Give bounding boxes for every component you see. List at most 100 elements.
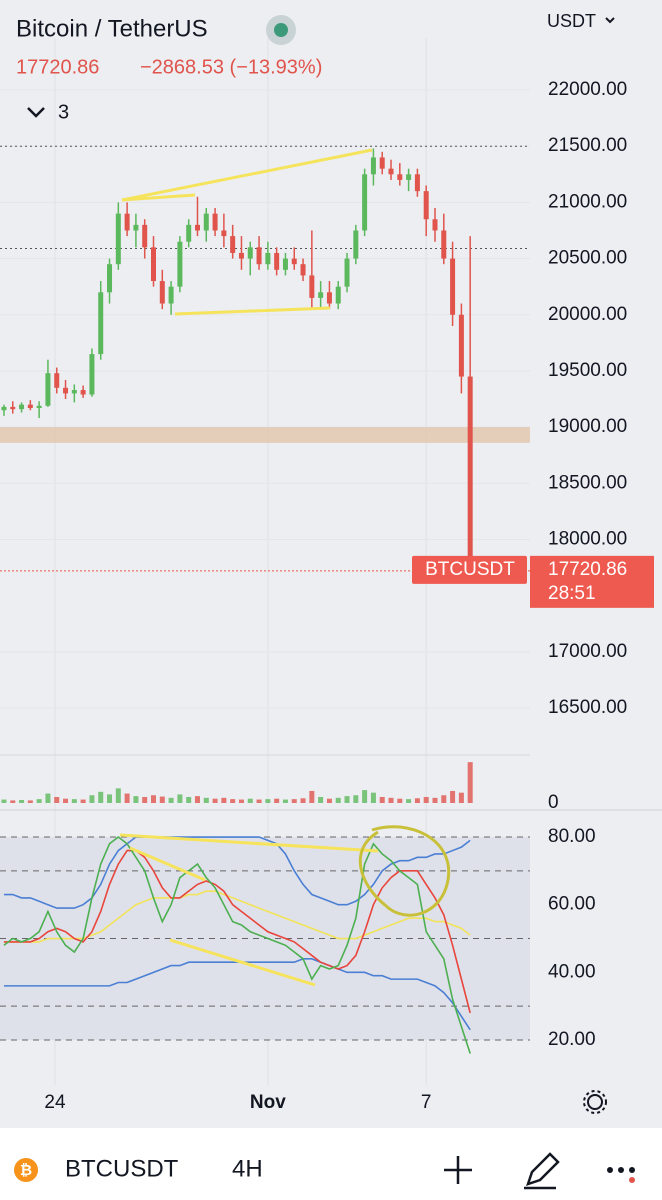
notification-dot <box>629 1177 635 1183</box>
volume-bar <box>1 799 7 803</box>
volume-bar <box>203 797 209 803</box>
volume-bar <box>458 792 464 803</box>
candle-body <box>63 387 69 394</box>
volume-bar <box>467 762 473 803</box>
candle-body <box>265 252 271 265</box>
volume-bar <box>89 795 95 803</box>
volume-bar <box>256 799 262 803</box>
indicator-count[interactable]: 3 <box>58 101 69 123</box>
candle-body <box>458 314 464 377</box>
volume-bar <box>300 798 306 803</box>
candle-body <box>450 258 456 315</box>
candle-body <box>335 286 341 304</box>
candle-body <box>370 157 376 175</box>
candle-body <box>203 213 209 231</box>
volume-bar <box>107 794 113 803</box>
coin-icon <box>14 1158 38 1182</box>
volume-bar <box>370 792 376 803</box>
coin-glyph: ₿ <box>20 1162 32 1179</box>
circle-drawing <box>358 825 451 917</box>
volume-bar <box>63 798 69 803</box>
volume-bar <box>423 796 429 803</box>
y-tick-label: 20000.00 <box>548 304 627 325</box>
candle-body <box>115 213 121 265</box>
rsi-tick-label: 40.00 <box>548 961 596 982</box>
candle-body <box>300 264 306 276</box>
candle-body <box>133 224 139 231</box>
volume-bar <box>54 796 60 803</box>
candle-body <box>353 230 359 259</box>
gear <box>587 1094 603 1110</box>
settings-icon[interactable] <box>583 1090 607 1114</box>
drawings <box>119 148 451 987</box>
volume-bar <box>379 796 385 803</box>
candle-body <box>89 354 95 395</box>
y-tick-label: 20500.00 <box>548 248 627 269</box>
candle-body <box>282 258 288 270</box>
volume-bar <box>406 799 412 803</box>
rsi-line <box>3 890 471 943</box>
candle-body <box>159 281 165 304</box>
trend-line <box>119 833 379 853</box>
more-button[interactable] <box>607 1167 635 1183</box>
toolbar-symbol[interactable]: BTCUSDT <box>65 1155 179 1182</box>
volume-bar <box>344 796 350 803</box>
candle-body <box>423 191 429 220</box>
candle-body <box>379 157 385 169</box>
volume-bar <box>142 796 148 803</box>
y-tick-label: 18000.00 <box>548 528 627 549</box>
candle-body <box>388 168 394 175</box>
volume-bar <box>45 793 51 803</box>
volume-bar <box>186 796 192 803</box>
candle-body <box>414 174 420 192</box>
volume-bar <box>194 796 200 803</box>
candle-body <box>212 213 218 231</box>
currency-select[interactable]: USDT <box>547 11 596 31</box>
chart: 24 Nov 7 16500.00 17000.00 18000.00 18500.00 19… <box>0 38 654 1113</box>
candle-body <box>1 406 7 411</box>
volume-bar <box>80 799 86 803</box>
price-tag <box>530 555 654 608</box>
volume-bar <box>27 800 33 803</box>
candle-body <box>186 224 192 242</box>
candle-body <box>177 241 183 287</box>
candle-body <box>151 247 157 282</box>
volume-bar <box>115 788 121 803</box>
volume-bar <box>274 798 280 803</box>
y-tick-label: 21000.00 <box>548 191 627 212</box>
symbol-tag <box>412 555 527 584</box>
candle-body <box>406 174 412 180</box>
x-tick-label: 24 <box>44 1092 66 1113</box>
trend-line <box>174 306 331 316</box>
collapse-icon[interactable] <box>27 107 45 118</box>
price-tag-label: 17720.86 <box>548 559 627 580</box>
volume-bar <box>177 794 183 803</box>
rsi-tick-label: 20.00 <box>548 1029 596 1050</box>
candle-body <box>45 373 51 406</box>
volume-bar <box>238 799 244 803</box>
volume-bar <box>432 797 438 803</box>
y-tick-label: 17000.00 <box>548 641 627 662</box>
volume-bar <box>309 790 315 803</box>
x-tick-label: 7 <box>421 1092 432 1113</box>
volume-bar <box>335 797 341 803</box>
trend-line <box>121 148 373 202</box>
toolbar-interval[interactable]: 4H <box>232 1155 263 1182</box>
volume-bar <box>318 796 324 803</box>
x-tick-label: Nov <box>250 1092 286 1113</box>
volume-bar <box>151 795 157 803</box>
candle-body <box>344 258 350 287</box>
volume-bar <box>10 800 16 803</box>
volume-bar <box>362 790 368 803</box>
volume-bar <box>414 798 420 803</box>
candle-body <box>467 376 473 571</box>
dot <box>607 1167 613 1173</box>
volume-bar <box>19 799 25 803</box>
candle-body <box>124 213 130 231</box>
candle-body <box>19 404 25 410</box>
add-button[interactable] <box>444 1156 472 1184</box>
candle-body <box>36 405 42 409</box>
candle-body <box>362 174 368 231</box>
draw-button[interactable] <box>524 1152 560 1190</box>
symbol-tag-label: BTCUSDT <box>425 559 515 580</box>
